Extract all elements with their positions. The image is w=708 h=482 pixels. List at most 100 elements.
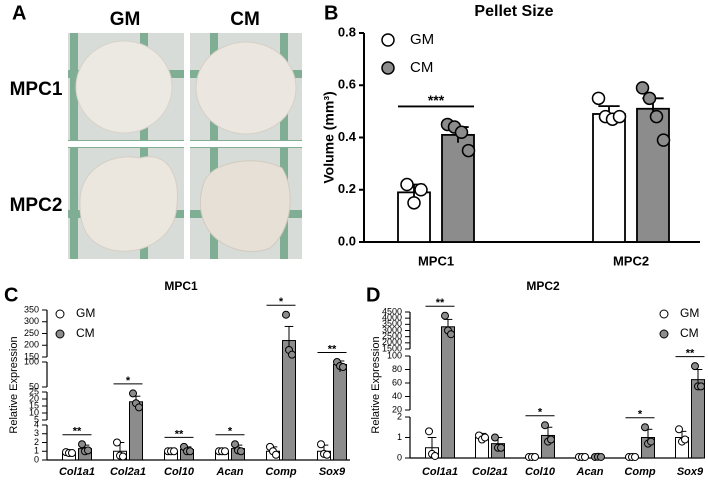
bar (282, 340, 296, 461)
y-tick-label: 60 (392, 377, 402, 387)
photo (68, 33, 184, 141)
y-tick-label: 4 (34, 419, 39, 429)
y-tick-label: 40 (392, 391, 402, 401)
legend-marker (659, 309, 669, 319)
y-tick-label: 4000 (382, 313, 402, 323)
y-tick-label: 50 (29, 381, 39, 391)
data-point (272, 450, 280, 459)
data-point (282, 310, 290, 319)
bar (592, 113, 626, 243)
data-point (425, 427, 433, 436)
x-tick-label: Col1a1 (59, 466, 95, 478)
significance-label: ** (328, 343, 337, 355)
legend-label: GM (410, 31, 434, 48)
significance-label: * (638, 409, 643, 421)
bar (333, 364, 347, 461)
data-point (454, 125, 469, 140)
data-point (656, 133, 671, 147)
y-tick-label: 0.2 (338, 181, 356, 196)
photo (190, 33, 302, 141)
data-point (441, 311, 449, 320)
y-axis-label: Relative Expression (8, 336, 20, 433)
data-point (491, 433, 499, 442)
chart-title: Pellet Size (474, 3, 553, 20)
data-point (481, 433, 489, 442)
y-tick-label: 20 (392, 404, 402, 414)
legend-label: CM (680, 326, 699, 340)
data-point (288, 350, 296, 359)
row-label: MPC2 (10, 195, 63, 216)
y-tick-label: 3 (34, 428, 39, 438)
data-point (339, 363, 347, 371)
legend-label: GM (76, 306, 95, 320)
x-tick-label: Col2a1 (110, 466, 146, 478)
data-point (221, 447, 229, 456)
data-point (612, 109, 627, 124)
y-tick-label: 3000 (382, 325, 402, 335)
data-point (78, 440, 86, 449)
data-point (129, 389, 137, 398)
significance-label: * (279, 296, 284, 308)
legend-marker (381, 61, 395, 75)
data-point (681, 435, 689, 444)
y-tick-label: 5 (34, 414, 39, 424)
y-tick-label: 0 (34, 454, 39, 464)
data-point (647, 437, 655, 446)
photo (190, 147, 302, 259)
data-point (68, 449, 76, 457)
y-tick-label: 0.8 (338, 24, 356, 39)
row-label: MPC1 (10, 79, 63, 100)
data-point (400, 177, 414, 192)
data-point (697, 382, 705, 391)
significance-label: * (538, 407, 543, 419)
y-axis-label: Volume (mm³) (321, 91, 337, 183)
data-point (635, 81, 650, 95)
x-tick-label: Acan (216, 466, 244, 478)
significance-label: ** (436, 297, 445, 309)
data-point (541, 421, 549, 430)
data-point (675, 425, 683, 434)
data-point (84, 446, 92, 455)
data-point (237, 447, 245, 456)
y-tick-label: 350 (24, 304, 39, 314)
y-tick-label: 1500 (382, 343, 402, 353)
y-tick-label: 4500 (382, 306, 402, 316)
photo (68, 147, 184, 259)
data-point (119, 452, 127, 461)
y-tick-label: 0.4 (338, 129, 357, 144)
data-point (591, 91, 606, 106)
y-tick-label: 100 (24, 356, 39, 366)
legend-label: CM (76, 326, 95, 340)
x-tick-label: Col10 (525, 466, 556, 478)
legend-marker (55, 309, 65, 319)
y-tick-label: 10 (29, 407, 39, 417)
data-point (642, 91, 657, 106)
y-tick-label: 300 (24, 316, 39, 326)
y-tick-label: 20 (29, 393, 39, 403)
data-point (497, 443, 505, 452)
panel-letter: B (324, 2, 338, 24)
legend-marker (659, 329, 669, 339)
legend-label: CM (410, 59, 433, 76)
data-point (641, 423, 649, 432)
panel-letter: A (12, 2, 26, 24)
significance-label: * (228, 426, 233, 438)
data-point (135, 403, 143, 412)
y-tick-label: 80 (392, 364, 402, 374)
data-point (461, 143, 476, 158)
data-point (317, 440, 325, 449)
panel-letter: D (366, 284, 380, 306)
data-point (323, 450, 331, 459)
significance-label: ** (73, 426, 82, 438)
data-point (597, 452, 605, 461)
x-tick-label: Sox9 (677, 466, 704, 478)
legend-label: GM (680, 306, 699, 320)
significance-label: ** (686, 348, 695, 360)
data-point (649, 109, 664, 124)
x-tick-label: MPC1 (418, 253, 454, 268)
significance-label: *** (428, 92, 445, 108)
data-point (431, 451, 439, 460)
panel-letter: C (4, 284, 18, 306)
significance-label: * (126, 375, 131, 387)
